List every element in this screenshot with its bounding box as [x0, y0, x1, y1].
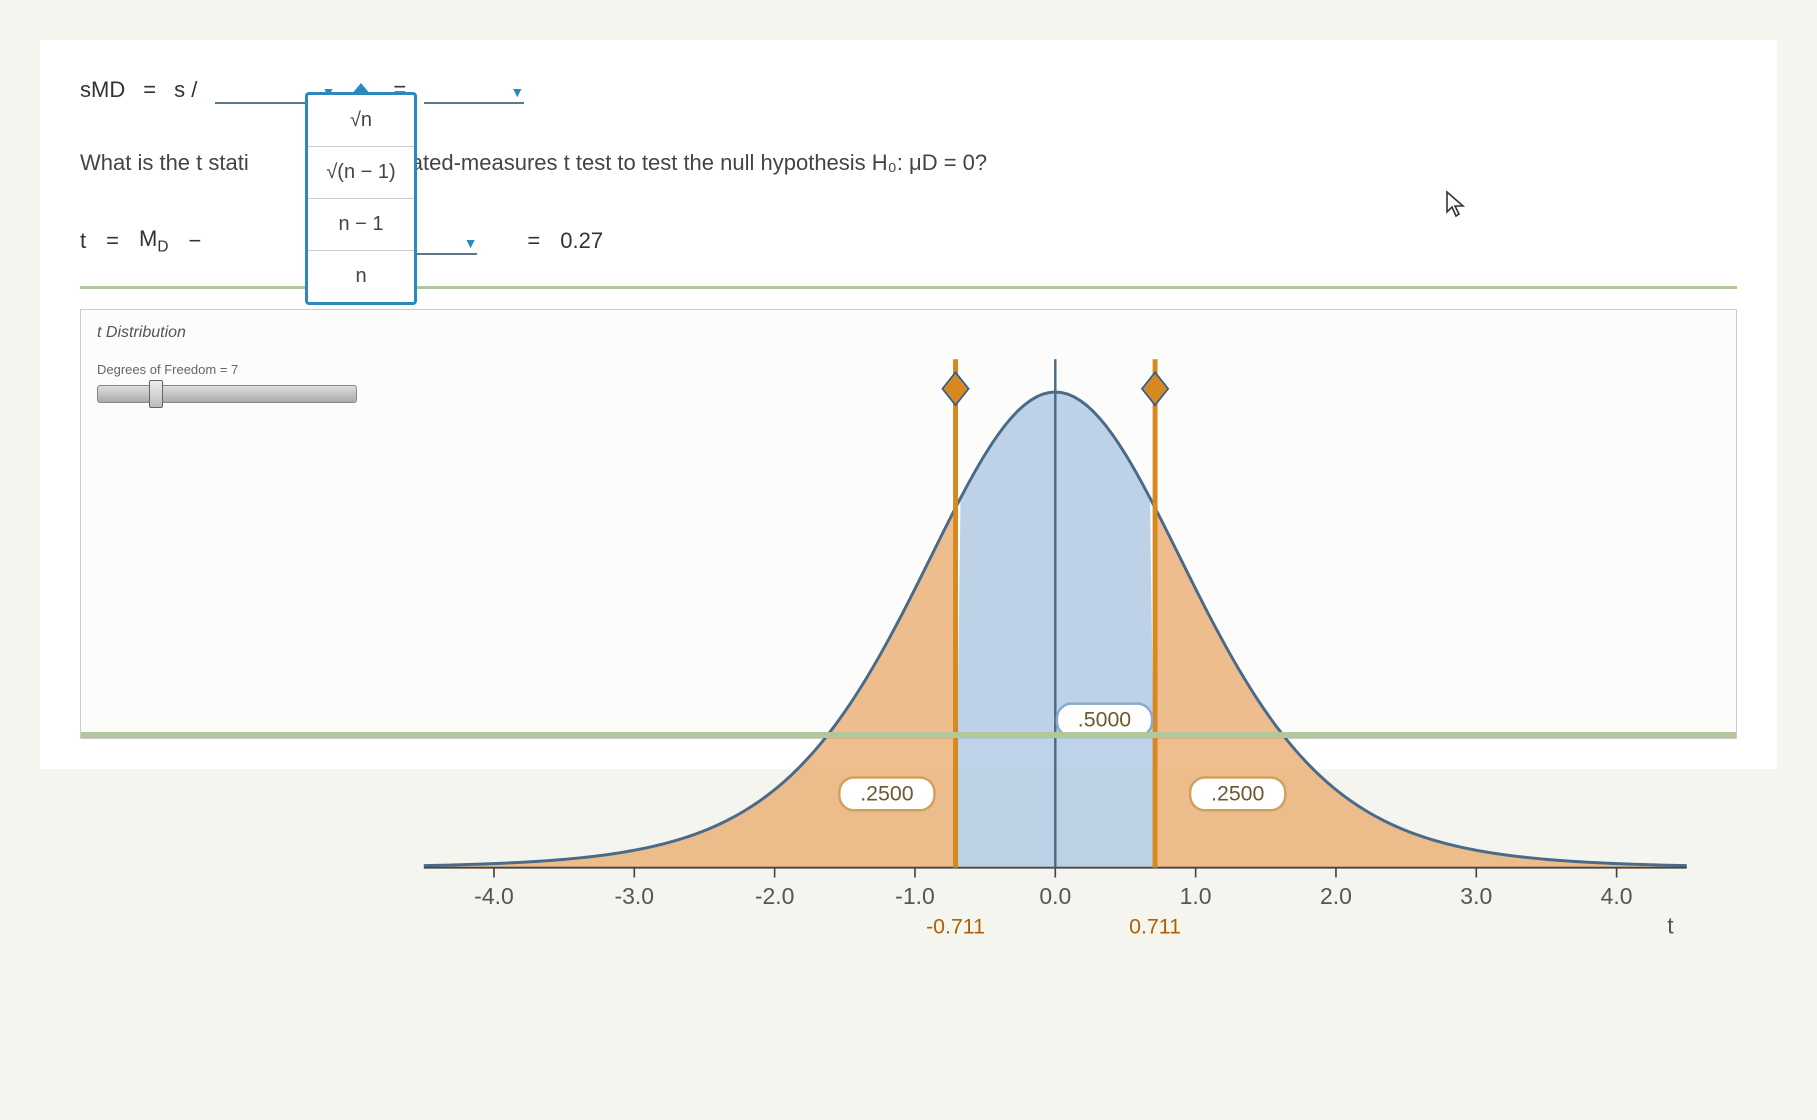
dist-title: t Distribution — [97, 324, 375, 342]
t-eq2: = — [527, 228, 540, 254]
t-label: t — [80, 228, 86, 254]
panel-bottom-bar — [81, 732, 1736, 738]
svg-text:.2500: .2500 — [1211, 782, 1264, 806]
t-minus: − — [188, 228, 201, 254]
svg-text:0.0: 0.0 — [1039, 883, 1071, 909]
dropdown-option-sqrt-n[interactable]: √n — [308, 95, 414, 147]
smd-label: sMD — [80, 77, 125, 103]
question-pre: What is the t stati — [80, 150, 249, 176]
critical-marker-handle[interactable] — [1142, 373, 1168, 406]
t-distribution-svg: -4.0 -3.0 -2.0 -1.0 0.0 1.0 2.0 3.0 4.0 t -0.711 0.… — [391, 310, 1736, 966]
svg-text:-1.0: -1.0 — [895, 883, 935, 909]
svg-text:.2500: .2500 — [860, 782, 913, 806]
dof-slider-thumb[interactable] — [149, 380, 163, 408]
t-distribution-panel: t Distribution Degrees of Freedom = 7 -4… — [80, 309, 1737, 739]
svg-text:t: t — [1667, 913, 1674, 939]
svg-text:3.0: 3.0 — [1460, 883, 1492, 909]
svg-text:-4.0: -4.0 — [474, 883, 514, 909]
smd-equation-row: sMD = s / ▼ = ▼ √n √(n − 1) n − 1 n — [80, 70, 1737, 110]
svg-text:4.0: 4.0 — [1601, 883, 1633, 909]
dropdown-option-n-1[interactable]: n − 1 — [308, 199, 414, 251]
dof-label: Degrees of Freedom = 7 — [97, 362, 375, 377]
dropdown-option-sqrt-n-1[interactable]: √(n − 1) — [308, 147, 414, 199]
dist-left-controls: t Distribution Degrees of Freedom = 7 — [81, 310, 391, 738]
dropdown-option-n[interactable]: n — [308, 251, 414, 302]
critical-marker-handle[interactable] — [942, 373, 968, 406]
t-eq1: = — [106, 228, 119, 254]
t-distribution-chart: -4.0-3.0-2.0-1.00.01.02.03.04.0t-0.7110.… — [391, 310, 1736, 738]
chevron-down-icon: ▼ — [510, 84, 524, 100]
t-md: MD — [139, 226, 168, 256]
equals-1: = — [143, 77, 156, 103]
question-post: repeated-measures t test to test the nul… — [367, 150, 987, 176]
s-over: s / — [174, 77, 197, 103]
svg-text:.5000: .5000 — [1078, 708, 1131, 732]
t-value: 0.27 — [560, 228, 603, 254]
cursor-icon — [1445, 190, 1467, 225]
svg-text:1.0: 1.0 — [1180, 883, 1212, 909]
dof-slider[interactable] — [97, 385, 357, 403]
svg-text:-2.0: -2.0 — [755, 883, 795, 909]
denominator-dropdown-menu: √n √(n − 1) n − 1 n — [305, 92, 417, 305]
svg-text:-3.0: -3.0 — [615, 883, 655, 909]
svg-text:2.0: 2.0 — [1320, 883, 1352, 909]
chevron-down-icon: ▼ — [464, 235, 478, 251]
smd-result-dropdown[interactable]: ▼ — [424, 76, 524, 104]
svg-text:-0.711: -0.711 — [926, 915, 985, 939]
svg-text:0.711: 0.711 — [1129, 915, 1181, 939]
